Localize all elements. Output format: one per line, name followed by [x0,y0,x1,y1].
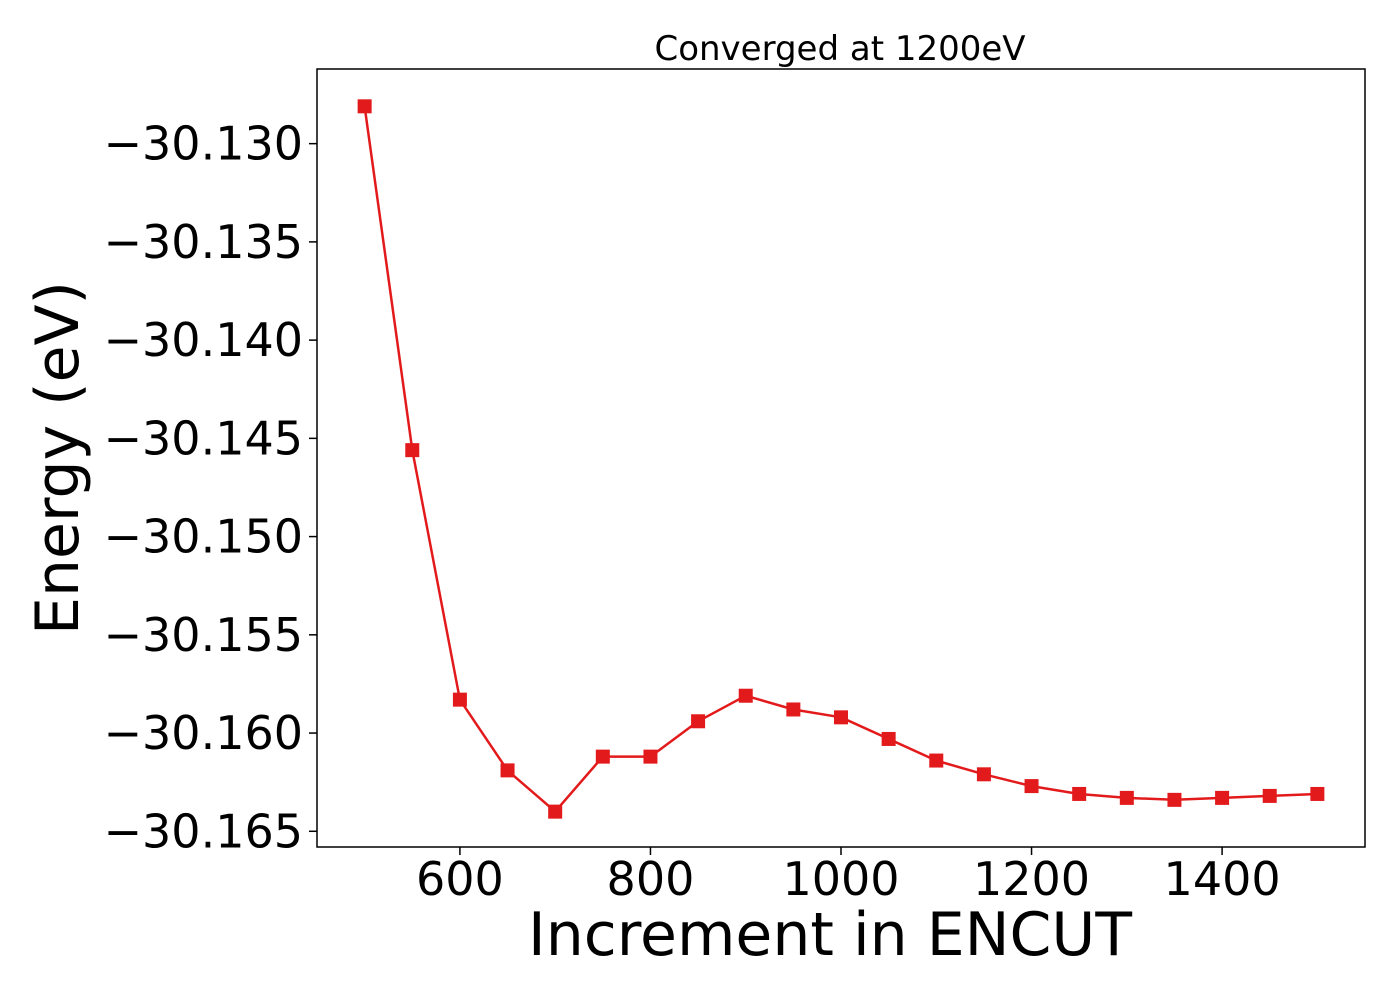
x-axis-ticks: 600 800 1000 1200 1400 [416,847,1281,906]
y-axis-ticks: −30.130 −30.135 −30.140 −30.145 −30.150 −30.1… [104,117,317,858]
x-tick-label: 1400 [1164,852,1281,906]
y-tick-label: −30.165 [104,804,304,858]
plot-frame [316,68,1366,848]
data-point-marker [1310,786,1325,801]
data-point-marker [643,749,658,764]
x-tick-label: 800 [607,852,695,906]
x-axis-title: Increment in ENCUT [528,900,1132,970]
data-point-marker [881,731,896,746]
y-tick-label: −30.130 [104,117,304,171]
data-point-marker [834,710,848,725]
data-point-marker [357,99,372,114]
data-point-marker [595,749,610,764]
y-tick-label: −30.135 [104,215,304,269]
y-axis-title: Energy (eV) [23,281,93,635]
y-tick-label: −30.150 [104,510,304,564]
y-tick-label: −30.145 [104,411,304,465]
data-point-marker [405,443,420,458]
data-point-marker [786,702,801,717]
data-point-marker [691,714,706,729]
x-tick-label: 1000 [782,852,899,906]
data-point-marker [500,763,515,778]
y-tick-label: −30.140 [104,313,304,367]
data-point-marker [1024,779,1039,794]
chart-title: Converged at 1200eV [654,29,1025,69]
data-point-marker [1262,788,1277,803]
data-point-marker [1215,790,1230,805]
data-point-marker [1119,790,1134,805]
x-tick-label: 1200 [973,852,1090,906]
data-point-marker [1167,792,1182,807]
y-tick-label: −30.155 [104,608,304,662]
data-point-marker [976,767,991,782]
data-point-marker [738,688,753,703]
data-point-marker [548,804,563,819]
y-tick-label: −30.160 [104,706,304,760]
series-layer [357,99,1325,819]
data-point-marker [452,692,467,707]
data-point-marker [929,753,944,768]
x-tick-label: 600 [416,852,504,906]
data-point-marker [1072,786,1087,801]
